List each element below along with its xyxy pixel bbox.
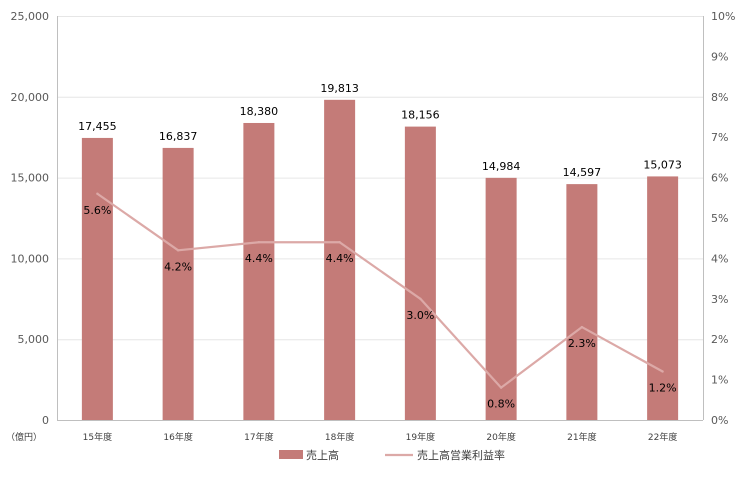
bar <box>162 147 194 421</box>
x-tick-label: 22年度 <box>648 431 677 443</box>
right-tick-label: 6% <box>711 172 728 185</box>
bar-data-label: 19,813 <box>320 82 359 95</box>
right-tick-label: 2% <box>711 333 728 346</box>
line-data-label: 1.2% <box>649 382 677 395</box>
line-data-label: 4.4% <box>245 252 273 265</box>
right-tick-label: 8% <box>711 91 728 104</box>
bar-data-label: 18,380 <box>240 105 279 118</box>
left-tick-label: 25,000 <box>11 10 50 23</box>
data-labels: 17,455 16,837 18,380 19,813 18,156 14,984 14,5… <box>78 82 682 411</box>
bar <box>404 126 436 421</box>
line-point <box>661 370 664 373</box>
bar-data-label: 18,156 <box>401 109 440 122</box>
line-point <box>96 192 99 195</box>
bar <box>647 176 679 420</box>
bar <box>485 177 517 420</box>
line-point <box>499 386 503 389</box>
bar-data-label: 14,597 <box>563 166 602 179</box>
x-tick-label: 18年度 <box>325 431 354 443</box>
right-tick-label: 0% <box>711 414 728 427</box>
x-tick-label: 20年度 <box>486 431 515 443</box>
right-tick-label: 1% <box>711 374 728 387</box>
bar-series <box>81 99 679 421</box>
left-tick-label: 5,000 <box>18 333 50 346</box>
x-tick-label: 15年度 <box>83 431 112 443</box>
legend-bar-label: 売上高 <box>306 448 339 462</box>
left-tick-label: 20,000 <box>11 91 50 104</box>
right-tick-label: 7% <box>711 131 728 144</box>
bar <box>566 184 598 420</box>
legend: 売上高 売上高営業利益率 <box>279 448 505 462</box>
line-data-label: 2.3% <box>568 337 596 350</box>
line-data-label: 4.2% <box>164 260 192 273</box>
x-tick-label: 21年度 <box>567 431 596 443</box>
line-path <box>96 192 664 389</box>
right-tick-label: 9% <box>711 50 728 63</box>
bar-data-label: 16,837 <box>159 130 198 143</box>
x-tick-label: 16年度 <box>163 431 192 443</box>
left-tick-label: 10,000 <box>11 252 50 265</box>
x-tick-label: 17年度 <box>244 431 273 443</box>
bar-data-label: 15,073 <box>643 158 682 171</box>
right-tick-label: 4% <box>711 252 728 265</box>
bar <box>324 99 356 420</box>
line-point <box>419 297 422 300</box>
gridlines <box>57 16 703 341</box>
left-tick-label: 0 <box>42 414 49 427</box>
line-data-label: 5.6% <box>83 204 111 217</box>
right-tick-label: 10% <box>711 10 735 23</box>
left-axis-unit-label: （億円） <box>6 431 42 443</box>
bar <box>243 122 275 421</box>
line-point <box>580 325 584 329</box>
line-data-label: 0.8% <box>487 398 515 411</box>
line-data-label: 3.0% <box>406 309 434 322</box>
line-point <box>257 241 261 244</box>
line-data-label: 4.4% <box>326 252 354 265</box>
bar <box>81 137 113 421</box>
legend-bar-swatch <box>279 450 303 459</box>
left-tick-label: 15,000 <box>11 172 50 185</box>
bar-data-label: 17,455 <box>78 120 117 133</box>
line-series <box>96 192 664 389</box>
x-tick-label: 19年度 <box>406 431 435 443</box>
right-tick-label: 5% <box>711 212 728 225</box>
bar-data-label: 14,984 <box>482 160 521 173</box>
axes: 0 5,000 10,000 15,000 20,000 25,000 0% 1% 2% 3% 4%… <box>6 10 735 443</box>
right-tick-label: 3% <box>711 293 728 306</box>
legend-line-label: 売上高営業利益率 <box>417 448 505 462</box>
line-point <box>338 241 341 244</box>
line-point <box>176 249 180 252</box>
